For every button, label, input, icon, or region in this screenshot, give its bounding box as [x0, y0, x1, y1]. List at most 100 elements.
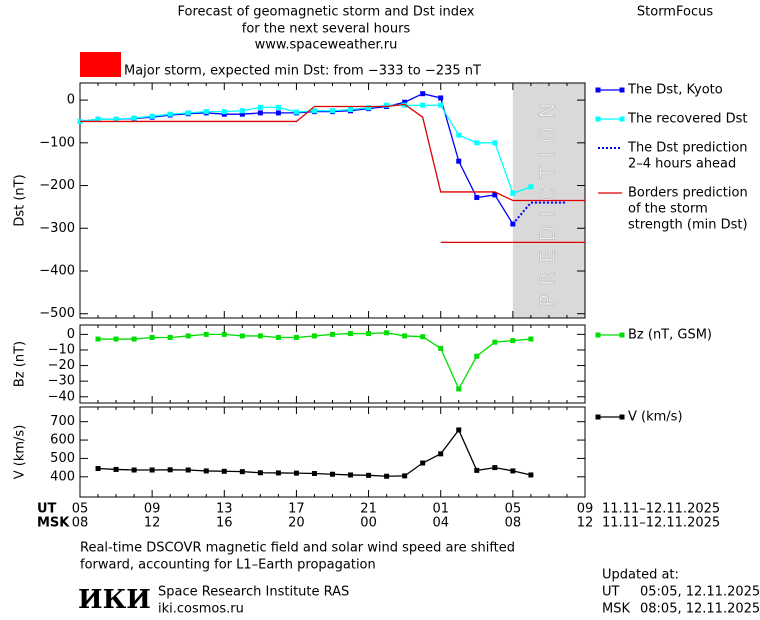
- marker: [528, 472, 534, 478]
- marker: [311, 470, 317, 476]
- marker: [420, 334, 426, 340]
- legend-marker: [595, 332, 601, 338]
- legend-label: of the storm: [628, 202, 708, 217]
- marker: [149, 113, 155, 119]
- x-tick-label-msk: 12: [577, 516, 594, 531]
- marker: [492, 339, 498, 345]
- marker: [438, 451, 444, 457]
- marker: [203, 331, 209, 337]
- marker: [384, 330, 390, 336]
- legend-marker: [619, 116, 625, 122]
- date-range: 11.11–12.11.2025: [602, 502, 720, 517]
- y-tick-label: −100: [39, 135, 75, 150]
- marker: [257, 110, 263, 116]
- marker: [275, 334, 281, 340]
- legend-marker: [595, 414, 601, 420]
- marker: [257, 333, 263, 339]
- y-tick-label: 700: [50, 414, 75, 429]
- marker: [348, 472, 354, 478]
- marker: [149, 467, 155, 473]
- updated-time: 08:05, 12.11.2025: [640, 602, 760, 617]
- marker: [492, 465, 498, 471]
- marker: [456, 158, 462, 164]
- marker: [384, 473, 390, 479]
- marker: [185, 110, 191, 116]
- y-tick-label: 0: [67, 327, 75, 342]
- marker: [438, 95, 444, 101]
- marker: [167, 334, 173, 340]
- marker: [293, 109, 299, 115]
- marker: [492, 192, 498, 198]
- title: for the next several hours: [242, 22, 411, 37]
- marker: [185, 467, 191, 473]
- date-range: 11.11–12.11.2025: [602, 516, 720, 531]
- x-tick-label-msk: 08: [505, 516, 522, 531]
- marker: [203, 468, 209, 474]
- legend-marker: [619, 332, 625, 338]
- y-tick-label: 600: [50, 433, 75, 448]
- legend-label: The Dst, Kyoto: [627, 83, 723, 98]
- marker: [95, 466, 101, 472]
- marker: [402, 99, 408, 105]
- updated-time: 05:05, 12.11.2025: [640, 585, 760, 600]
- y-tick-label: 0: [67, 93, 75, 108]
- marker: [311, 108, 317, 114]
- legend-label: 2–4 hours ahead: [628, 157, 736, 172]
- x-tick-label-msk: 08: [72, 516, 89, 531]
- legend-marker: [619, 414, 625, 420]
- axis-row-label: UT: [37, 502, 57, 517]
- x-tick-label: 09: [144, 502, 161, 517]
- x-tick-label: 05: [505, 502, 522, 517]
- logo: ИКИ: [78, 585, 151, 615]
- marker: [167, 111, 173, 117]
- y-tick-label: −10: [48, 342, 75, 357]
- marker: [185, 333, 191, 339]
- x-tick-label: 05: [72, 502, 89, 517]
- marker: [402, 333, 408, 339]
- title: www.spaceweather.ru: [255, 38, 398, 53]
- updated: Updated at:: [602, 568, 679, 583]
- note: Real-time DSCOVR magnetic field and sola…: [80, 541, 515, 556]
- marker: [113, 336, 119, 342]
- marker: [474, 140, 480, 146]
- marker: [366, 105, 372, 111]
- marker: [528, 336, 534, 342]
- marker: [257, 104, 263, 110]
- marker: [293, 334, 299, 340]
- marker: [420, 102, 426, 108]
- y-axis-label: Bz (nT): [13, 341, 28, 387]
- marker: [221, 331, 227, 337]
- marker: [330, 108, 335, 114]
- marker: [95, 336, 101, 342]
- legend-marker: [595, 116, 601, 122]
- y-tick-label: −20: [48, 358, 75, 373]
- marker: [275, 104, 281, 110]
- marker: [510, 338, 516, 344]
- marker: [384, 102, 390, 108]
- marker: [167, 467, 173, 473]
- marker: [348, 331, 354, 337]
- x-tick-label-msk: 12: [144, 516, 161, 531]
- x-tick-label-msk: 00: [360, 516, 377, 531]
- marker: [221, 111, 227, 117]
- series-line: [80, 103, 585, 202]
- updated-label: UT: [602, 585, 620, 600]
- x-tick-label: 09: [577, 502, 594, 517]
- x-tick-label: 01: [432, 502, 449, 517]
- marker: [492, 140, 498, 146]
- y-tick-label: −200: [39, 178, 75, 193]
- legend-label: The Dst prediction: [627, 141, 748, 156]
- marker: [474, 467, 480, 473]
- brand: StormFocus: [637, 5, 713, 20]
- series-line: [79, 104, 532, 195]
- legend-label: Borders prediction: [628, 186, 748, 201]
- marker: [275, 470, 281, 476]
- institute: Space Research Institute RAS: [158, 585, 349, 600]
- note: forward, accounting for L1–Earth propaga…: [80, 558, 376, 573]
- y-axis-label: Dst (nT): [13, 174, 28, 226]
- marker: [239, 333, 245, 339]
- axis-row-label: MSK: [37, 516, 70, 531]
- marker: [402, 473, 408, 479]
- marker: [456, 132, 462, 138]
